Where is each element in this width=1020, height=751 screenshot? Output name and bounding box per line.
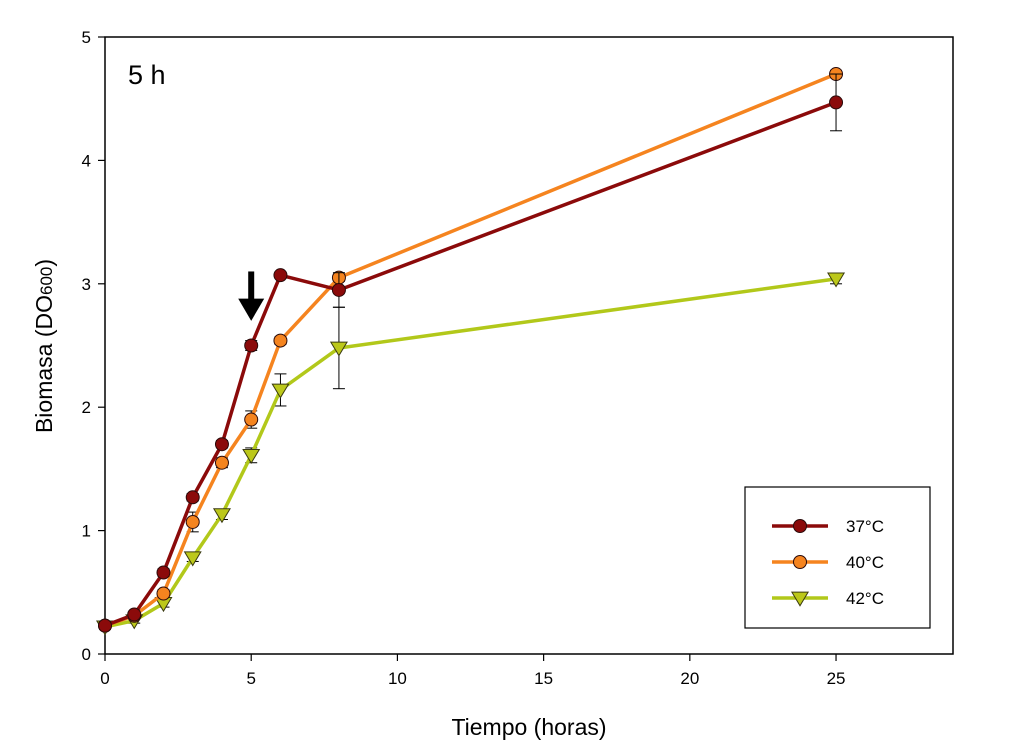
legend-marker-0 bbox=[793, 519, 807, 533]
legend-marker-2 bbox=[790, 591, 810, 607]
data-point-1-2 bbox=[156, 586, 171, 601]
arrow-layer bbox=[238, 271, 265, 321]
data-point-0-4 bbox=[214, 437, 229, 452]
series-1 bbox=[98, 67, 844, 633]
series-line-1 bbox=[104, 72, 837, 628]
y-tick-label-3: 3 bbox=[82, 275, 91, 294]
y-axis-title: Biomasa (DO600) bbox=[31, 259, 57, 433]
series-line-2 bbox=[104, 277, 837, 629]
legend-label-2: 42°C bbox=[846, 589, 884, 608]
x-tick-label-15: 15 bbox=[534, 669, 553, 688]
series-line-0 bbox=[104, 100, 837, 628]
data-point-2-4 bbox=[212, 508, 231, 524]
data-point-0-6 bbox=[273, 268, 288, 283]
legend-entry-2: 42°C bbox=[772, 589, 884, 608]
legend-label-0: 37°C bbox=[846, 517, 884, 536]
data-point-0-1 bbox=[127, 607, 142, 622]
x-axis-title: Tiempo (horas) bbox=[451, 714, 606, 740]
legend-items: 37°C 40°C 42°C bbox=[772, 517, 884, 608]
legend-box bbox=[744, 486, 931, 629]
data-point-2-7 bbox=[329, 341, 348, 357]
x-tick-label-0: 0 bbox=[100, 669, 109, 688]
legend-marker-1 bbox=[793, 555, 807, 569]
series-layer bbox=[95, 67, 846, 636]
data-point-0-5 bbox=[244, 338, 259, 353]
data-point-1-5 bbox=[244, 412, 259, 427]
data-point-0-8 bbox=[829, 95, 844, 110]
series-0 bbox=[98, 73, 844, 633]
x-tick-label-25: 25 bbox=[827, 669, 846, 688]
data-point-0-7 bbox=[331, 282, 346, 297]
y-axis-title-sub: 600 bbox=[37, 267, 56, 295]
x-tick-label-10: 10 bbox=[388, 669, 407, 688]
series-2 bbox=[95, 272, 846, 636]
data-point-0-3 bbox=[185, 490, 200, 505]
y-axis-title-main: Biomasa (DO bbox=[31, 295, 57, 433]
data-point-2-6 bbox=[271, 383, 290, 399]
data-point-1-6 bbox=[273, 333, 288, 348]
data-point-1-4 bbox=[214, 455, 229, 470]
legend-label-1: 40°C bbox=[846, 553, 884, 572]
legend: 37°C 40°C 42°C bbox=[744, 486, 931, 629]
y-tick-label-0: 0 bbox=[82, 645, 91, 664]
y-tick-label-4: 4 bbox=[82, 151, 91, 170]
y-tick-label-2: 2 bbox=[82, 398, 91, 417]
data-point-0-2 bbox=[156, 565, 171, 580]
x-tick-label-20: 20 bbox=[680, 669, 699, 688]
data-point-2-3 bbox=[183, 551, 202, 567]
axes: 0 5 10 15 20 25 0 1 2 3 4 5 bbox=[82, 28, 846, 688]
arrow-head bbox=[238, 298, 265, 321]
annotation-label: 5 h bbox=[128, 60, 166, 90]
plot-frame bbox=[104, 36, 954, 655]
data-point-2-8 bbox=[827, 272, 846, 288]
y-tick-label-1: 1 bbox=[82, 522, 91, 541]
data-point-1-3 bbox=[185, 514, 200, 529]
y-tick-label-5: 5 bbox=[82, 28, 91, 47]
data-point-0-0 bbox=[98, 618, 112, 633]
y-axis-title-end: ) bbox=[31, 259, 57, 267]
legend-entry-1: 40°C bbox=[772, 553, 884, 572]
legend-entry-0: 37°C bbox=[772, 517, 884, 536]
x-tick-label-5: 5 bbox=[246, 669, 255, 688]
data-point-2-5 bbox=[242, 448, 261, 465]
